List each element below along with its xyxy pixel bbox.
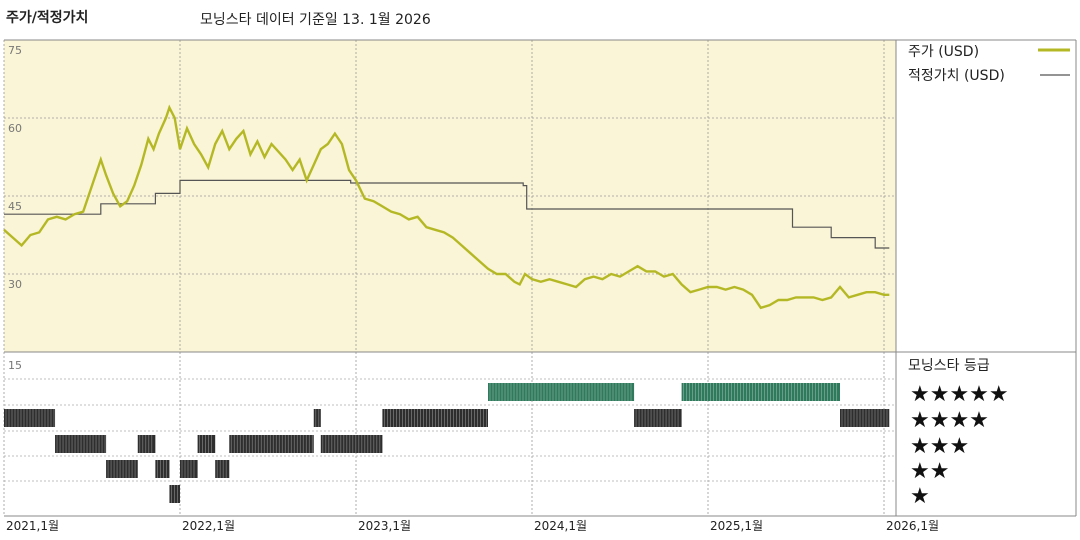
rating-bar-4-star (840, 409, 890, 427)
rating-legend-title: 모닝스타 등급 (908, 358, 990, 374)
legend-price-label: 주가 (USD) (908, 44, 979, 60)
y-tick-label: 75 (8, 44, 22, 57)
rating-level-label: ★★ (910, 459, 949, 484)
y-tick-label: 45 (8, 200, 22, 213)
chart-subtitle: 모닝스타 데이터 기준일 13. 1월 2026 (200, 12, 431, 28)
grid-lines (3, 40, 896, 516)
rating-bar-4-star (313, 409, 321, 427)
y-tick-label: 30 (8, 278, 22, 291)
rating-bar-2-star (180, 460, 198, 478)
x-tick-label: 2026,1월 (886, 519, 939, 533)
rating-bar-2-star (155, 460, 170, 478)
rating-bar-3-star (320, 435, 383, 453)
rating-bars (4, 383, 890, 503)
rating-level-label: ★★★★★ (910, 382, 1009, 407)
y-tick-label: 15 (8, 359, 22, 372)
x-tick-label: 2024,1월 (534, 519, 587, 533)
legend: 주가 (USD) 적정가치 (USD) 모닝스타 등급 (908, 44, 1070, 374)
price-line (3, 104, 890, 310)
legend-fair-label: 적정가치 (USD) (908, 68, 1005, 84)
rating-bar-4-star (634, 409, 682, 427)
rating-bar-3-star (55, 435, 107, 453)
rating-bar-5-star (488, 383, 635, 401)
rating-level-label: ★ (910, 484, 930, 509)
x-tick-label: 2021,1월 (6, 519, 59, 533)
rating-bar-4-star (4, 409, 56, 427)
rating-bar-3-star (229, 435, 314, 453)
x-axis-ticks: 2021,1월 2022,1월 2023,1월 2024,1월 2025,1월 2026,… (6, 519, 939, 533)
chart-title: 주가/적정가치 (6, 9, 88, 26)
rating-bar-2-star (106, 460, 138, 478)
fair-value-series (4, 179, 890, 249)
x-tick-label: 2025,1월 (710, 519, 763, 533)
rating-bar-2-star (215, 460, 230, 478)
y-axis-ticks: 75 60 45 30 15 (8, 44, 22, 372)
rating-level-label: ★★★ (910, 434, 969, 459)
rating-bar-1-star (169, 485, 180, 503)
rating-bar-3-star (137, 435, 156, 453)
rating-bar-4-star (382, 409, 488, 427)
x-tick-label: 2023,1월 (358, 519, 411, 533)
rating-bar-5-star (681, 383, 840, 401)
x-tick-label: 2022,1월 (182, 519, 235, 533)
rating-level-label: ★★★★ (910, 408, 989, 433)
rating-star-labels: ★★★★★★★★★★★★★★★ (910, 382, 1009, 509)
fair-value-line (4, 179, 890, 249)
y-tick-label: 60 (8, 122, 22, 135)
price-series (3, 104, 890, 310)
rating-bar-3-star (197, 435, 216, 453)
